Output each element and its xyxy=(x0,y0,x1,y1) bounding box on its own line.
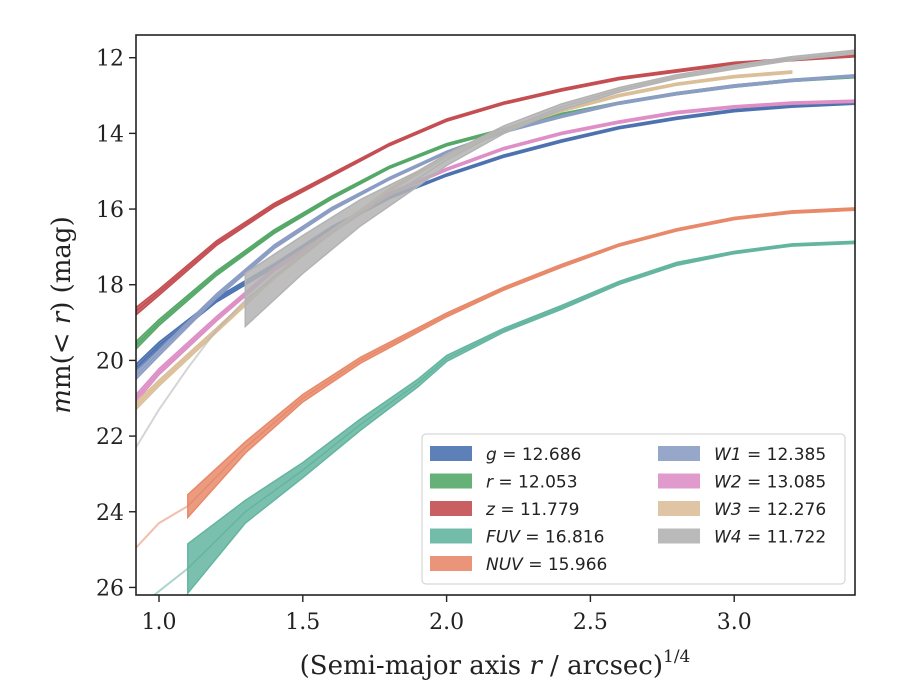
y-axis: 12 14 16 18 20 22 24 26 xyxy=(96,47,136,601)
series-z-band xyxy=(136,53,855,316)
series-fuv-band xyxy=(187,240,855,595)
series-g xyxy=(136,101,855,373)
legend-label-w2: W2 = 13.085 xyxy=(714,473,826,493)
y-tick-label: 12 xyxy=(96,47,124,72)
y-tick-label: 16 xyxy=(96,198,124,223)
y-tick-label: 18 xyxy=(96,274,124,299)
series-fuv-line xyxy=(187,241,855,570)
series-w3 xyxy=(136,70,793,411)
legend-frame xyxy=(421,433,846,585)
series-w2-line xyxy=(136,100,855,399)
y-tick-label: 24 xyxy=(96,501,124,526)
y-tick-label: 20 xyxy=(96,349,124,374)
legend: g = 12.686 r = 12.053 z = 11.779 FUV = 16.8… xyxy=(421,433,846,585)
series-nuv-line xyxy=(187,208,855,507)
y-tick-label: 14 xyxy=(96,122,124,147)
legend-label-w3: W3 = 12.276 xyxy=(714,500,826,520)
y-axis-label: mm(< r) (mag) xyxy=(47,216,77,413)
series-nuv-band xyxy=(187,207,855,520)
legend-swatch-fuv xyxy=(430,528,472,544)
series-fuv-extrapolation xyxy=(152,567,189,595)
legend-swatch-r xyxy=(430,473,472,489)
series-z-line xyxy=(136,55,855,312)
series-layer xyxy=(136,49,855,595)
series-w4 xyxy=(136,49,855,448)
legend-swatch-z xyxy=(430,501,472,516)
series-nuv xyxy=(136,207,855,549)
legend-label-z: z = 11.779 xyxy=(485,500,579,520)
x-tick-label: 3.0 xyxy=(717,610,752,635)
x-tick-label: 2.5 xyxy=(573,610,608,635)
series-w3-band xyxy=(136,70,793,411)
legend-swatch-w3 xyxy=(658,501,700,516)
legend-swatch-g xyxy=(430,446,472,461)
series-w3-line xyxy=(136,71,792,407)
y-tick-label: 22 xyxy=(96,425,124,450)
legend-swatch-w4 xyxy=(658,528,700,544)
series-fuv xyxy=(152,240,855,595)
legend-swatch-nuv xyxy=(430,556,472,571)
series-z xyxy=(136,53,855,316)
legend-label-r: r = 12.053 xyxy=(486,473,578,493)
legend-label-nuv: NUV = 15.966 xyxy=(486,555,607,575)
x-axis: 1.0 1.5 2.0 2.5 3.0 xyxy=(142,595,752,635)
legend-swatch-w2 xyxy=(658,473,700,489)
legend-label-w1: W1 = 12.385 xyxy=(714,445,826,465)
series-w4-band xyxy=(244,49,855,329)
series-r-band xyxy=(136,74,855,351)
series-g-line xyxy=(136,102,855,369)
x-axis-label: (Semi-major axis r / arcsec)1/4 xyxy=(300,647,691,681)
plot-frame xyxy=(135,34,856,596)
legend-label-w4: W4 = 11.722 xyxy=(714,528,826,548)
series-g-band xyxy=(136,101,855,373)
legend-label-g: g = 12.686 xyxy=(486,445,581,465)
x-tick-label: 1.5 xyxy=(285,610,320,635)
series-nuv-extrapolation xyxy=(136,505,189,549)
series-w4-line xyxy=(244,51,855,301)
legend-label-fuv: FUV = 16.816 xyxy=(486,528,604,548)
x-tick-label: 2.0 xyxy=(429,610,464,635)
legend-swatch-w1 xyxy=(658,446,700,461)
series-w4-extrapolation xyxy=(136,299,247,448)
x-tick-label: 1.0 xyxy=(142,610,177,635)
y-tick-label: 26 xyxy=(96,576,124,601)
